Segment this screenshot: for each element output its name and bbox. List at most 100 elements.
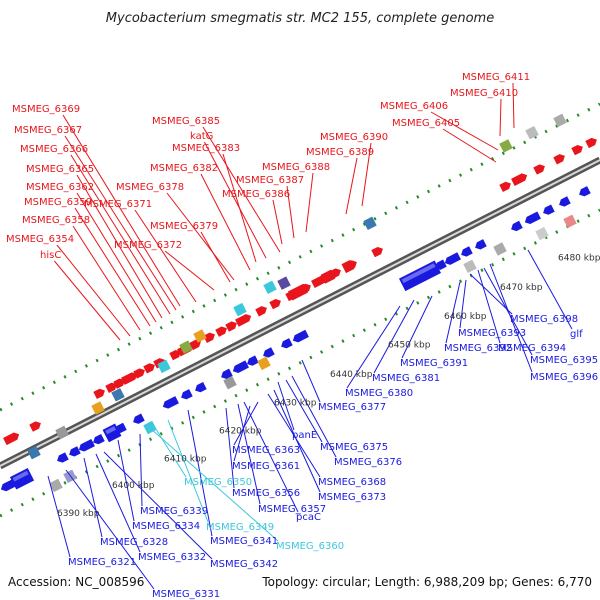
forward-gene-block bbox=[287, 283, 310, 301]
tick-label: 6470 kbp bbox=[500, 283, 543, 293]
reverse-gene-label: MSMEG_6331 bbox=[152, 589, 220, 600]
forward-gene-arrow bbox=[203, 332, 215, 343]
reverse-leader-line bbox=[95, 453, 141, 553]
gene-feature-box bbox=[49, 478, 63, 493]
forward-gene-arrow bbox=[93, 388, 105, 400]
forward-gene-label: MSMEG_6406 bbox=[380, 101, 448, 112]
gene-feature-box bbox=[563, 214, 577, 229]
reverse-gene-label: glf bbox=[570, 329, 583, 340]
reverse-leader-line bbox=[459, 279, 467, 329]
reverse-gene-label: pcaC bbox=[296, 512, 321, 523]
reverse-gene-label: MSMEG_6368 bbox=[318, 477, 386, 488]
forward-leader-line bbox=[430, 111, 499, 151]
gene-feature-box bbox=[223, 375, 237, 390]
gene-feature-box bbox=[535, 226, 549, 241]
forward-gene-label: MSMEG_6383 bbox=[172, 143, 240, 154]
reverse-leader-line bbox=[243, 401, 299, 513]
tick-label: 6430 kbp bbox=[274, 398, 317, 408]
reverse-gene-label: MSMEG_6373 bbox=[318, 492, 386, 503]
forward-leader-line bbox=[202, 126, 281, 253]
reverse-gene-arrow bbox=[263, 347, 275, 358]
forward-gene-label: katG bbox=[190, 131, 213, 142]
forward-gene-arrow bbox=[225, 321, 237, 332]
reverse-gene-label: MSMEG_6380 bbox=[345, 388, 413, 399]
reverse-leader-line bbox=[273, 389, 321, 493]
forward-gene-arrow bbox=[133, 368, 145, 379]
forward-gene-arrow bbox=[113, 378, 125, 389]
forward-gene-label: MSMEG_6371 bbox=[84, 199, 152, 210]
reverse-leader-line bbox=[103, 451, 213, 560]
reverse-gene-arrow bbox=[162, 396, 179, 409]
forward-gene-block bbox=[341, 260, 357, 274]
reverse-leader-line bbox=[237, 403, 261, 505]
forward-gene-label: hisC bbox=[40, 250, 61, 261]
forward-leader-line bbox=[164, 250, 215, 291]
forward-leader-line bbox=[62, 114, 181, 307]
forward-leader-line bbox=[70, 154, 171, 315]
tick-label: 6440 kbp bbox=[330, 370, 373, 380]
reverse-leader-line bbox=[187, 409, 213, 537]
reverse-gene-label: MSMEG_6328 bbox=[100, 537, 168, 548]
reverse-leader-line bbox=[445, 281, 461, 344]
forward-gene-label: MSMEG_6379 bbox=[150, 221, 218, 232]
reverse-gene-label: MSMEG_6363 bbox=[232, 445, 300, 456]
reverse-leader-line bbox=[225, 407, 235, 489]
reverse-gene-arrow bbox=[133, 413, 145, 424]
reverse-gene-arrow bbox=[559, 196, 571, 207]
reverse-gene-label: MSMEG_6377 bbox=[318, 402, 386, 413]
reverse-gene-label: MSMEG_6393 bbox=[458, 328, 526, 339]
gene-feature-box bbox=[277, 276, 291, 290]
gene-feature-box bbox=[157, 359, 171, 374]
genome-backbone-highlight bbox=[0, 159, 600, 467]
reverse-leader-line bbox=[83, 457, 103, 538]
forward-gene-label: MSMEG_6389 bbox=[306, 147, 374, 158]
forward-gene-label: MSMEG_6382 bbox=[150, 163, 218, 174]
reverse-leader-line bbox=[153, 425, 187, 478]
forward-gene-label: MSMEG_6390 bbox=[320, 132, 388, 143]
reverse-gene-label: MSMEG_6334 bbox=[132, 521, 200, 532]
forward-gene-arrow bbox=[215, 326, 227, 337]
reverse-gene-labels: MSMEG_6398glfMSMEG_6393MSMEG_6392MSMEG_6… bbox=[68, 314, 598, 600]
reverse-gene-arrow bbox=[281, 338, 293, 349]
forward-leader-line bbox=[76, 192, 157, 323]
reverse-leader-line bbox=[401, 295, 433, 359]
reverse-leader-line bbox=[117, 439, 135, 522]
forward-leader-line bbox=[72, 225, 141, 331]
reverse-leader-line bbox=[47, 475, 71, 558]
reverse-leader-line bbox=[167, 419, 209, 523]
forward-gene-arrow bbox=[105, 382, 117, 393]
reverse-gene-arrow bbox=[292, 329, 309, 343]
gene-feature-box bbox=[55, 425, 69, 440]
forward-gene-arrow bbox=[235, 314, 252, 327]
forward-gene-arrow bbox=[269, 298, 281, 310]
forward-gene-label: MSMEG_6387 bbox=[236, 175, 304, 186]
reverse-leader-line bbox=[301, 359, 321, 403]
forward-gene-arrow bbox=[553, 154, 565, 165]
reverse-gene-label: MSMEG_6361 bbox=[232, 461, 300, 472]
reverse-gene-arrow bbox=[221, 368, 233, 379]
reverse-gene-arrow bbox=[93, 433, 105, 445]
gene-features bbox=[0, 113, 597, 493]
forward-gene-label: MSMEG_6411 bbox=[462, 72, 530, 83]
gene-feature-box bbox=[257, 356, 271, 371]
reverse-leader-line bbox=[139, 433, 143, 507]
forward-gene-arrow bbox=[585, 137, 597, 149]
reverse-leader-line bbox=[65, 469, 155, 590]
forward-leader-line bbox=[512, 82, 515, 129]
gene-feature-box bbox=[179, 340, 193, 354]
forward-gene-label: MSMEG_6388 bbox=[262, 162, 330, 173]
reverse-gene-label: MSMEG_6381 bbox=[372, 373, 440, 384]
reverse-gene-label: MSMEG_6332 bbox=[138, 552, 206, 563]
reverse-gene-block bbox=[399, 260, 441, 292]
forward-gene-label: MSMEG_6378 bbox=[116, 182, 184, 193]
forward-gene-arrow bbox=[121, 372, 138, 385]
tick-label: 6390 kbp bbox=[57, 509, 100, 519]
forward-leader-line bbox=[74, 207, 151, 327]
forward-gene-arrow bbox=[499, 181, 511, 193]
forward-leader-line bbox=[499, 98, 502, 137]
reverse-gene-arrow bbox=[511, 220, 523, 232]
genome-info-text: Topology: circular; Length: 6,988,209 bp… bbox=[261, 575, 592, 589]
forward-gene-label: MSMEG_6369 bbox=[12, 104, 80, 115]
forward-leader-line bbox=[64, 135, 177, 311]
